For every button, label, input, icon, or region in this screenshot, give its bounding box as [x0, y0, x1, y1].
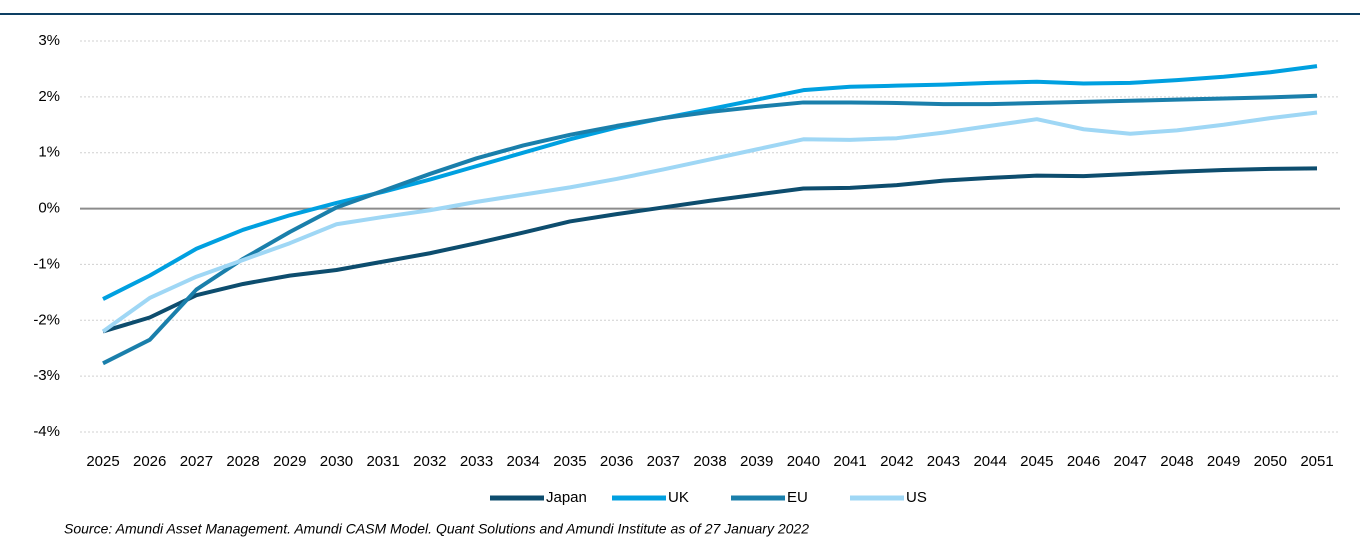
x-tick-label: 2032 — [413, 453, 446, 470]
x-tick-label: 2025 — [86, 453, 119, 470]
y-tick-label: 2% — [38, 88, 60, 105]
x-tick-label: 2036 — [600, 453, 633, 470]
x-tick-label: 2042 — [880, 453, 913, 470]
y-tick-label: -2% — [33, 311, 60, 328]
legend-label: Japan — [546, 489, 587, 506]
legend-label: EU — [787, 489, 808, 506]
series-line — [102, 93, 1318, 366]
x-tick-label: 2044 — [973, 453, 1006, 470]
x-tick-label: 2045 — [1020, 453, 1053, 470]
x-tick-label: 2034 — [507, 453, 540, 470]
y-tick-label: -3% — [33, 367, 60, 384]
x-tick-label: 2043 — [927, 453, 960, 470]
x-tick-label: 2029 — [273, 453, 306, 470]
x-tick-label: 2030 — [320, 453, 353, 470]
x-tick-label: 2028 — [226, 453, 259, 470]
source-note: Source: Amundi Asset Management. Amundi … — [64, 521, 809, 537]
y-tick-label: -1% — [33, 255, 60, 272]
x-tick-label: 2041 — [833, 453, 866, 470]
y-tick-label: -4% — [33, 423, 60, 440]
x-tick-label: 2037 — [647, 453, 680, 470]
y-tick-label: 1% — [38, 144, 60, 161]
x-tick-label: 2033 — [460, 453, 493, 470]
x-tick-label: 2050 — [1254, 453, 1287, 470]
x-tick-label: 2027 — [180, 453, 213, 470]
x-tick-label: 2051 — [1300, 453, 1333, 470]
x-tick-label: 2047 — [1114, 453, 1147, 470]
y-tick-label: 0% — [38, 200, 60, 217]
legend-label: UK — [668, 489, 689, 506]
x-tick-label: 2040 — [787, 453, 820, 470]
x-tick-label: 2049 — [1207, 453, 1240, 470]
x-tick-label: 2039 — [740, 453, 773, 470]
x-tick-label: 2046 — [1067, 453, 1100, 470]
x-tick-label: 2026 — [133, 453, 166, 470]
x-tick-label: 2031 — [366, 453, 399, 470]
series-line — [101, 110, 1318, 334]
y-tick-label: 3% — [38, 32, 60, 49]
series-line — [102, 64, 1318, 301]
x-tick-label: 2048 — [1160, 453, 1193, 470]
x-tick-label: 2038 — [693, 453, 726, 470]
x-tick-label: 2035 — [553, 453, 586, 470]
legend-label: US — [906, 489, 927, 506]
series-line — [102, 166, 1318, 334]
